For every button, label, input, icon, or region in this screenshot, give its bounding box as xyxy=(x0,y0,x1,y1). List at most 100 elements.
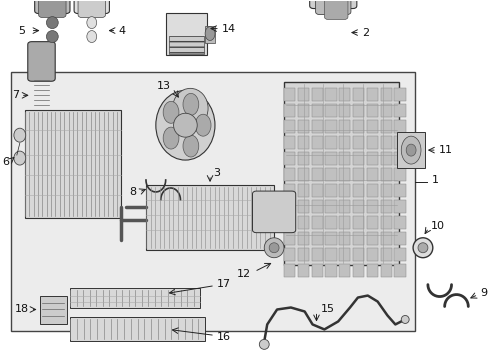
Bar xyxy=(325,104,336,117)
Bar xyxy=(397,132,424,168)
Bar xyxy=(311,136,322,149)
Bar xyxy=(366,136,377,149)
Bar xyxy=(352,104,364,117)
Bar xyxy=(325,232,336,245)
Bar xyxy=(352,88,364,101)
Bar xyxy=(284,232,295,245)
Bar xyxy=(393,136,405,149)
Bar xyxy=(297,104,308,117)
Bar xyxy=(393,216,405,229)
Bar xyxy=(284,168,295,181)
Ellipse shape xyxy=(412,238,432,258)
Bar xyxy=(311,88,322,101)
Bar xyxy=(380,216,391,229)
FancyBboxPatch shape xyxy=(74,0,109,14)
Text: 1: 1 xyxy=(431,175,438,185)
FancyBboxPatch shape xyxy=(28,42,55,81)
Text: 4: 4 xyxy=(118,26,125,36)
Bar xyxy=(284,200,295,213)
Ellipse shape xyxy=(204,27,215,41)
Bar xyxy=(366,168,377,181)
Ellipse shape xyxy=(183,135,198,157)
Bar xyxy=(339,248,350,261)
Bar xyxy=(352,184,364,197)
Bar xyxy=(311,168,322,181)
Bar xyxy=(325,136,336,149)
Bar xyxy=(366,104,377,117)
Bar xyxy=(204,26,215,42)
Bar xyxy=(311,104,322,117)
FancyBboxPatch shape xyxy=(315,0,350,14)
Bar xyxy=(393,264,405,276)
Bar xyxy=(325,264,336,276)
Text: 13: 13 xyxy=(156,81,170,91)
Bar xyxy=(297,216,308,229)
Bar xyxy=(311,248,322,261)
Bar xyxy=(352,216,364,229)
Ellipse shape xyxy=(406,144,415,156)
Bar xyxy=(311,152,322,165)
Bar xyxy=(146,185,274,250)
Bar xyxy=(393,88,405,101)
Bar xyxy=(284,152,295,165)
Ellipse shape xyxy=(163,127,179,149)
Text: 18: 18 xyxy=(15,305,29,315)
Bar xyxy=(325,184,336,197)
Bar xyxy=(297,200,308,213)
Ellipse shape xyxy=(195,114,211,136)
Text: 12: 12 xyxy=(237,269,251,279)
Bar xyxy=(339,136,350,149)
FancyBboxPatch shape xyxy=(35,0,70,14)
Bar xyxy=(366,200,377,213)
Bar xyxy=(297,152,308,165)
Bar xyxy=(325,200,336,213)
Bar xyxy=(339,184,350,197)
Text: 9: 9 xyxy=(479,288,486,298)
Ellipse shape xyxy=(46,31,58,42)
Ellipse shape xyxy=(172,88,208,128)
Bar xyxy=(339,200,350,213)
Bar xyxy=(339,104,350,117)
Bar xyxy=(352,168,364,181)
Bar xyxy=(352,264,364,276)
Bar xyxy=(297,184,308,197)
Bar xyxy=(393,104,405,117)
Bar xyxy=(393,200,405,213)
Text: 5: 5 xyxy=(18,26,25,36)
Bar xyxy=(325,248,336,261)
Bar xyxy=(297,120,308,133)
Bar xyxy=(352,232,364,245)
Text: 16: 16 xyxy=(217,332,230,342)
FancyBboxPatch shape xyxy=(324,0,347,19)
Bar xyxy=(393,152,405,165)
Bar xyxy=(297,88,308,101)
Text: 17: 17 xyxy=(217,279,231,289)
Text: 2: 2 xyxy=(361,28,368,37)
Bar xyxy=(70,318,204,341)
Ellipse shape xyxy=(163,102,179,123)
Ellipse shape xyxy=(259,339,268,349)
Text: 8: 8 xyxy=(129,187,136,197)
Bar xyxy=(325,216,336,229)
Text: 3: 3 xyxy=(213,168,220,178)
Bar xyxy=(380,168,391,181)
Bar xyxy=(366,88,377,101)
Bar xyxy=(297,264,308,276)
Bar xyxy=(352,248,364,261)
Ellipse shape xyxy=(87,31,97,42)
Text: 7: 7 xyxy=(12,90,19,100)
Bar xyxy=(311,184,322,197)
Bar xyxy=(325,152,336,165)
Bar xyxy=(168,36,203,54)
FancyBboxPatch shape xyxy=(309,0,356,9)
Bar xyxy=(339,216,350,229)
Bar xyxy=(165,13,206,55)
Bar xyxy=(311,120,322,133)
Bar xyxy=(393,232,405,245)
Bar xyxy=(352,136,364,149)
Bar xyxy=(325,120,336,133)
Bar xyxy=(284,120,295,133)
Bar xyxy=(311,200,322,213)
Ellipse shape xyxy=(14,151,26,165)
Bar xyxy=(366,264,377,276)
